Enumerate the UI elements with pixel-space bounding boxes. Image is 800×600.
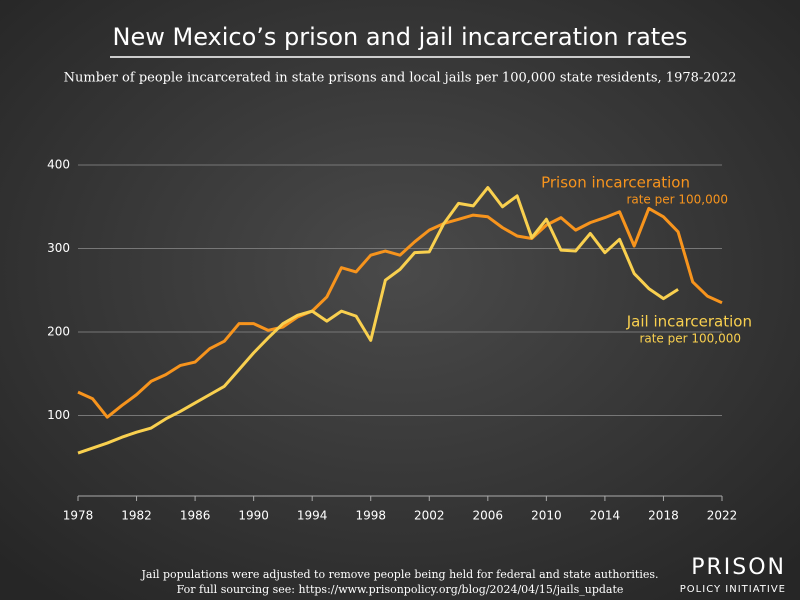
chart-title: New Mexico’s prison and jail incarcerati… xyxy=(113,23,688,51)
y-tick-label: 200 xyxy=(47,325,70,339)
x-tick-label: 1978 xyxy=(63,509,94,523)
x-tick-label: 2018 xyxy=(648,509,679,523)
y-tick-label: 100 xyxy=(47,408,70,422)
x-tick-label: 1982 xyxy=(121,509,152,523)
footnote: For full sourcing see: https://www.priso… xyxy=(177,583,624,596)
prison-sublabel: rate per 100,000 xyxy=(626,193,728,207)
x-tick-label: 2006 xyxy=(473,509,504,523)
footnote: Jail populations were adjusted to remove… xyxy=(141,568,659,581)
x-tick-label: 1986 xyxy=(180,509,211,523)
x-tick-label: 1990 xyxy=(238,509,269,523)
x-tick-label: 1994 xyxy=(297,509,328,523)
series-line xyxy=(77,206,723,419)
x-tick-label: 2010 xyxy=(531,509,562,523)
x-tick-label: 2022 xyxy=(707,509,738,523)
x-tick-label: 2014 xyxy=(590,509,621,523)
series-line xyxy=(77,186,679,455)
logo: PRISON xyxy=(691,555,786,580)
x-tick-label: 1998 xyxy=(355,509,386,523)
y-tick-label: 300 xyxy=(47,241,70,255)
jail-sublabel: rate per 100,000 xyxy=(639,332,741,346)
prison-label: Prison incarceration xyxy=(541,174,690,192)
logo-sub: POLICY INITIATIVE xyxy=(680,584,786,595)
jail-label: Jail incarceration xyxy=(626,313,752,331)
subtitle: Number of people incarcerated in state p… xyxy=(64,71,737,86)
x-tick-label: 2002 xyxy=(414,509,445,523)
y-tick-label: 400 xyxy=(47,158,70,172)
